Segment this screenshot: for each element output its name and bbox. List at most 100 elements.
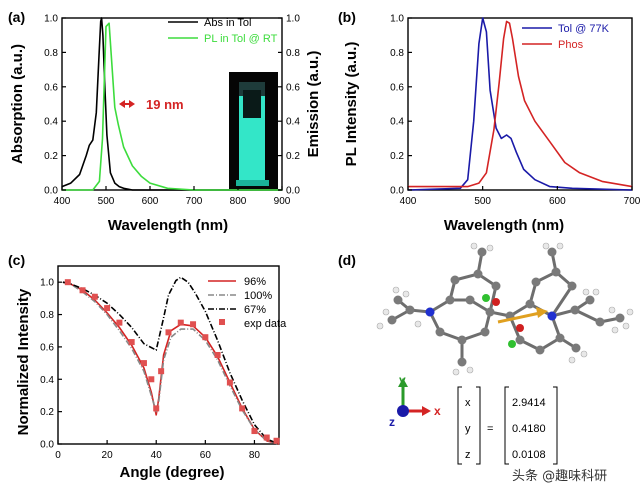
panel-b-ytick-label: 0.8	[390, 48, 404, 59]
carbon-atom	[570, 305, 580, 315]
hydrogen-atom	[414, 320, 422, 328]
legend-96-label: 96%	[244, 276, 266, 288]
nitrogen-atom	[547, 311, 557, 321]
carbon-atom	[457, 335, 467, 345]
fwhm-annotation: 19 nm	[119, 97, 184, 112]
hydrogen-atom	[568, 356, 576, 364]
panel-c-xtick-label: 0	[55, 450, 61, 461]
panel-b-ytick-label: 0.4	[390, 117, 404, 128]
panel-a-series-0	[61, 17, 282, 191]
panel-b-xtick-label: 500	[474, 196, 491, 207]
panel-c-exp-point	[239, 405, 246, 412]
panel-a-y2tick-label: 0.8	[286, 48, 300, 59]
panel-c-xtick-label: 20	[102, 450, 114, 461]
vector-row-z-value: 0.0108	[512, 449, 546, 461]
carbon-atom	[615, 313, 625, 323]
vector-row-y-axis: y	[465, 423, 471, 435]
carbon-atom	[585, 295, 595, 305]
carbon-atom	[547, 247, 557, 257]
carbon-atom	[571, 343, 581, 353]
panel-b-frame	[407, 17, 633, 191]
fwhm-label: 19 nm	[146, 97, 184, 112]
panel-c: (c) 0 20 40 60 80 0.0 0.2 0.4 0.6 0.8 1.0 Angle (d…	[8, 252, 287, 481]
oxygen-atom	[516, 324, 524, 332]
panel-c-exp-point	[273, 437, 280, 444]
panel-c-ytick-label: 0.0	[40, 440, 54, 451]
panel-a-ytick-label: 0.6	[44, 82, 58, 93]
hydrogen-atom	[376, 322, 384, 330]
hydrogen-atom	[580, 350, 588, 358]
hydrogen-atom	[626, 308, 634, 316]
carbon-atom	[551, 267, 561, 277]
legend-67-label: 67%	[244, 304, 266, 316]
carbon-atom	[531, 277, 541, 287]
cuvette-photo	[229, 72, 278, 189]
panel-c-exp-point	[148, 376, 155, 383]
nitrogen-atom	[425, 307, 435, 317]
panel-a-y2tick-label: 1.0	[286, 14, 300, 25]
carbon-atom	[457, 357, 467, 367]
panel-a-xlabel: Wavelength (nm)	[108, 217, 228, 234]
panel-c-ytick-label: 0.2	[40, 407, 54, 418]
hydrogen-atom	[542, 242, 550, 250]
boron-atom	[482, 294, 490, 302]
panel-c-exp-point	[214, 352, 221, 358]
vector-row-z-axis: z	[465, 449, 471, 461]
carbon-atom	[465, 295, 475, 305]
boron-atom	[508, 340, 516, 348]
panel-c-exp-point	[177, 319, 184, 326]
carbon-atom	[491, 281, 501, 291]
legend-pl: PL in Tol @ RT	[168, 33, 278, 45]
hydrogen-atom	[582, 288, 590, 296]
panel-b-ytick-label: 0.0	[390, 186, 404, 197]
panel-c-exp-point	[263, 434, 270, 441]
panel-b-ytick-label: 0.6	[390, 82, 404, 93]
hydrogen-atom	[382, 308, 390, 316]
axis-x-label: x	[434, 404, 441, 418]
panel-a-ytick-label: 0.4	[44, 117, 58, 128]
legend-67: 67%	[208, 304, 266, 316]
carbon-atom	[515, 335, 525, 345]
axis-y-label: y	[399, 373, 406, 387]
panel-c-exp-point	[190, 321, 197, 328]
panel-c-xtick-label: 40	[151, 450, 163, 461]
panel-b-ytick-label: 0.2	[390, 151, 404, 162]
panel-a-xtick-label: 900	[274, 196, 291, 207]
carbon-atom	[450, 275, 460, 285]
panel-c-exp-point	[140, 360, 147, 367]
panel-a-ytick-label: 1.0	[44, 14, 58, 25]
panel-a-xtick-label: 700	[186, 196, 203, 207]
carbon-atom	[445, 295, 455, 305]
panel-a-ytick-label: 0.8	[44, 48, 58, 59]
legend-77k: Tol @ 77K	[522, 23, 610, 35]
panel-b-label: (b)	[338, 9, 356, 25]
panel-c-ytick-label: 0.4	[40, 375, 54, 386]
molecule-structure	[376, 242, 634, 376]
panel-c-exp-point	[251, 428, 258, 435]
panel-a-y2tick-label: 0.6	[286, 82, 300, 93]
dipole-arrow	[497, 311, 541, 324]
carbon-atom	[535, 345, 545, 355]
carbon-atom	[525, 299, 535, 309]
panel-b-series-1	[408, 20, 633, 188]
legend-96: 96%	[208, 276, 266, 288]
axis-triad: y x z	[389, 373, 441, 429]
panel-c-series-1	[62, 281, 280, 445]
panel-a-series-1	[62, 22, 282, 191]
panel-c-exp-point	[91, 293, 98, 300]
panel-b-xtick-label: 400	[400, 196, 417, 207]
legend-abs-label: Abs in Tol	[204, 17, 252, 29]
panel-a-xtick-label: 500	[98, 196, 115, 207]
carbon-atom	[473, 269, 483, 279]
panel-c-ytick-label: 0.6	[40, 342, 54, 353]
panel-c-exp-point	[202, 334, 209, 341]
legend-exp-label: exp data	[244, 318, 287, 330]
panel-c-exp-point	[226, 379, 233, 386]
panel-c-ytick-label: 0.8	[40, 310, 54, 321]
panel-c-xtick-label: 60	[200, 450, 212, 461]
legend-phos-label: Phos	[558, 39, 584, 51]
carbon-atom	[567, 281, 577, 291]
panel-c-exp-point	[116, 319, 123, 326]
